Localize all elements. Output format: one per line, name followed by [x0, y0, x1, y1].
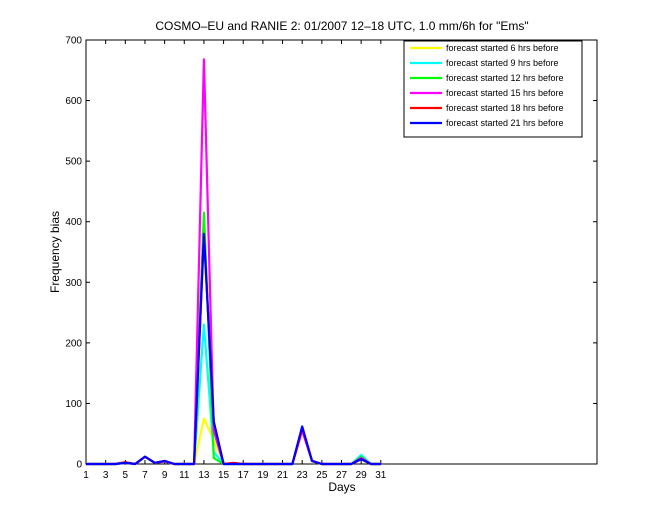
x-tick-label: 27: [336, 470, 348, 481]
legend-label: forecast started 15 hrs before: [446, 88, 564, 98]
legend-label: forecast started 9 hrs before: [446, 58, 559, 68]
x-tick-label: 25: [316, 470, 328, 481]
y-axis-label: Frequency bias: [48, 211, 62, 293]
y-tick-label: 300: [65, 278, 82, 289]
series-line-6: [86, 232, 381, 466]
x-tick-label: 9: [162, 470, 168, 481]
x-tick-label: 13: [198, 470, 210, 481]
x-tick-label: 21: [277, 470, 289, 481]
x-tick-label: 11: [179, 470, 190, 481]
x-tick-label: 1: [83, 470, 89, 481]
x-tick-label: 19: [257, 470, 269, 481]
legend-label: forecast started 12 hrs before: [446, 73, 564, 83]
y-tick-label: 400: [65, 217, 82, 228]
axis-ticks: 1 3 5 7 9 11 13 15 17 19 21 23 25 27 29 310100200300400…: [65, 36, 597, 481]
y-tick-label: 600: [65, 96, 82, 107]
x-tick-label: 17: [238, 470, 250, 481]
x-tick-label: 31: [375, 470, 387, 481]
y-tick-label: 0: [76, 460, 82, 471]
x-tick-label: 3: [103, 470, 109, 481]
x-tick-label: 15: [218, 470, 230, 481]
legend-label: forecast started 6 hrs before: [446, 43, 559, 53]
x-tick-label: 7: [142, 470, 148, 481]
series-layer: [86, 58, 381, 466]
y-tick-label: 500: [65, 157, 82, 168]
y-tick-label: 100: [65, 399, 82, 410]
x-tick-label: 29: [356, 470, 368, 481]
x-tick-label: 5: [123, 470, 129, 481]
chart-title: COSMO–EU and RANIE 2: 01/2007 12–18 UTC,…: [155, 19, 528, 33]
legend-label: forecast started 18 hrs before: [446, 103, 564, 113]
legend: forecast started 6 hrs before forecast st…: [403, 40, 583, 138]
x-tick-label: 23: [297, 470, 309, 481]
y-tick-label: 700: [65, 36, 82, 47]
legend-label: forecast started 21 hrs before: [446, 118, 564, 128]
legend-box: [403, 40, 583, 138]
x-axis-label: Days: [328, 480, 355, 494]
y-tick-label: 200: [65, 338, 82, 349]
